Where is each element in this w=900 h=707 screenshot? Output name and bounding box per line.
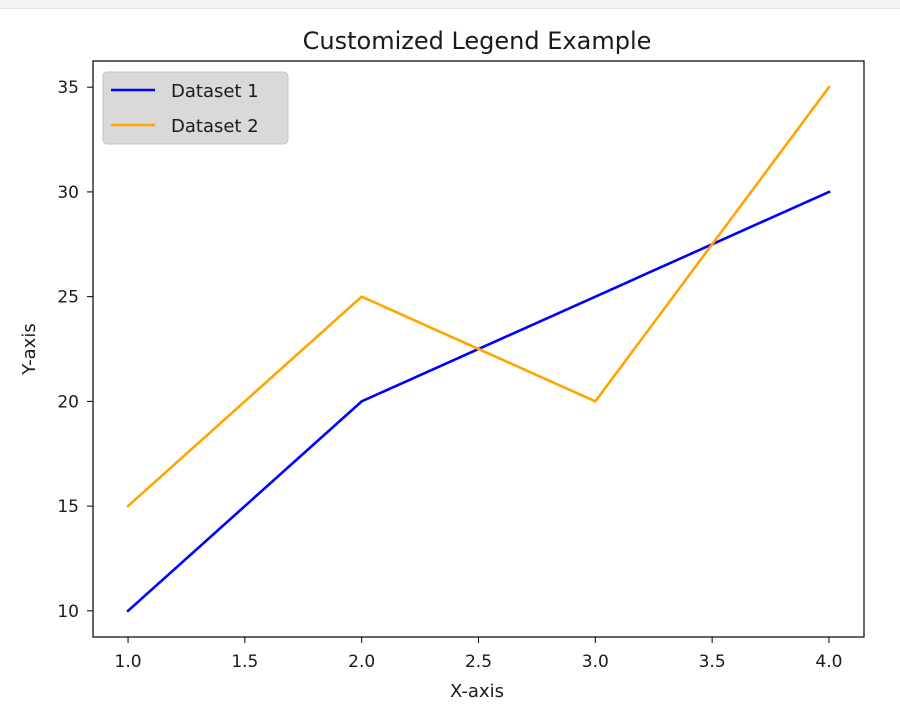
top-border	[0, 0, 900, 9]
legend-label: Dataset 1	[171, 81, 259, 102]
y-tick-label: 25	[57, 288, 79, 308]
series-line-2	[126, 85, 831, 508]
x-tick-label: 4.0	[815, 652, 842, 672]
y-tick-label: 20	[57, 392, 79, 412]
axes-frame	[92, 60, 865, 638]
x-tick-label: 1.5	[231, 652, 258, 672]
x-tick-label: 2.5	[465, 652, 492, 672]
plot-frame	[92, 60, 865, 638]
x-axis-label: X-axis	[450, 681, 504, 702]
chart-title: Customized Legend Example	[303, 27, 652, 55]
legend: Dataset 1 Dataset 2	[102, 71, 289, 145]
series-lines	[126, 85, 831, 613]
y-tick-label: 15	[57, 497, 79, 517]
y-tick-label: 10	[57, 602, 79, 622]
y-tick-label: 35	[57, 78, 79, 98]
y-tick-label: 30	[57, 183, 79, 203]
x-tick-label: 3.0	[582, 652, 609, 672]
y-axis-ticks: 10 15 20 25 30 35	[57, 78, 93, 622]
x-tick-label: 1.0	[115, 652, 142, 672]
x-axis-ticks: 1.0 1.5 2.0 2.5 3.0 3.5 4.0	[115, 637, 842, 672]
y-axis-label: Y-axis	[19, 323, 40, 375]
legend-label: Dataset 2	[171, 116, 259, 137]
x-tick-label: 3.5	[699, 652, 726, 672]
x-tick-label: 2.0	[348, 652, 375, 672]
